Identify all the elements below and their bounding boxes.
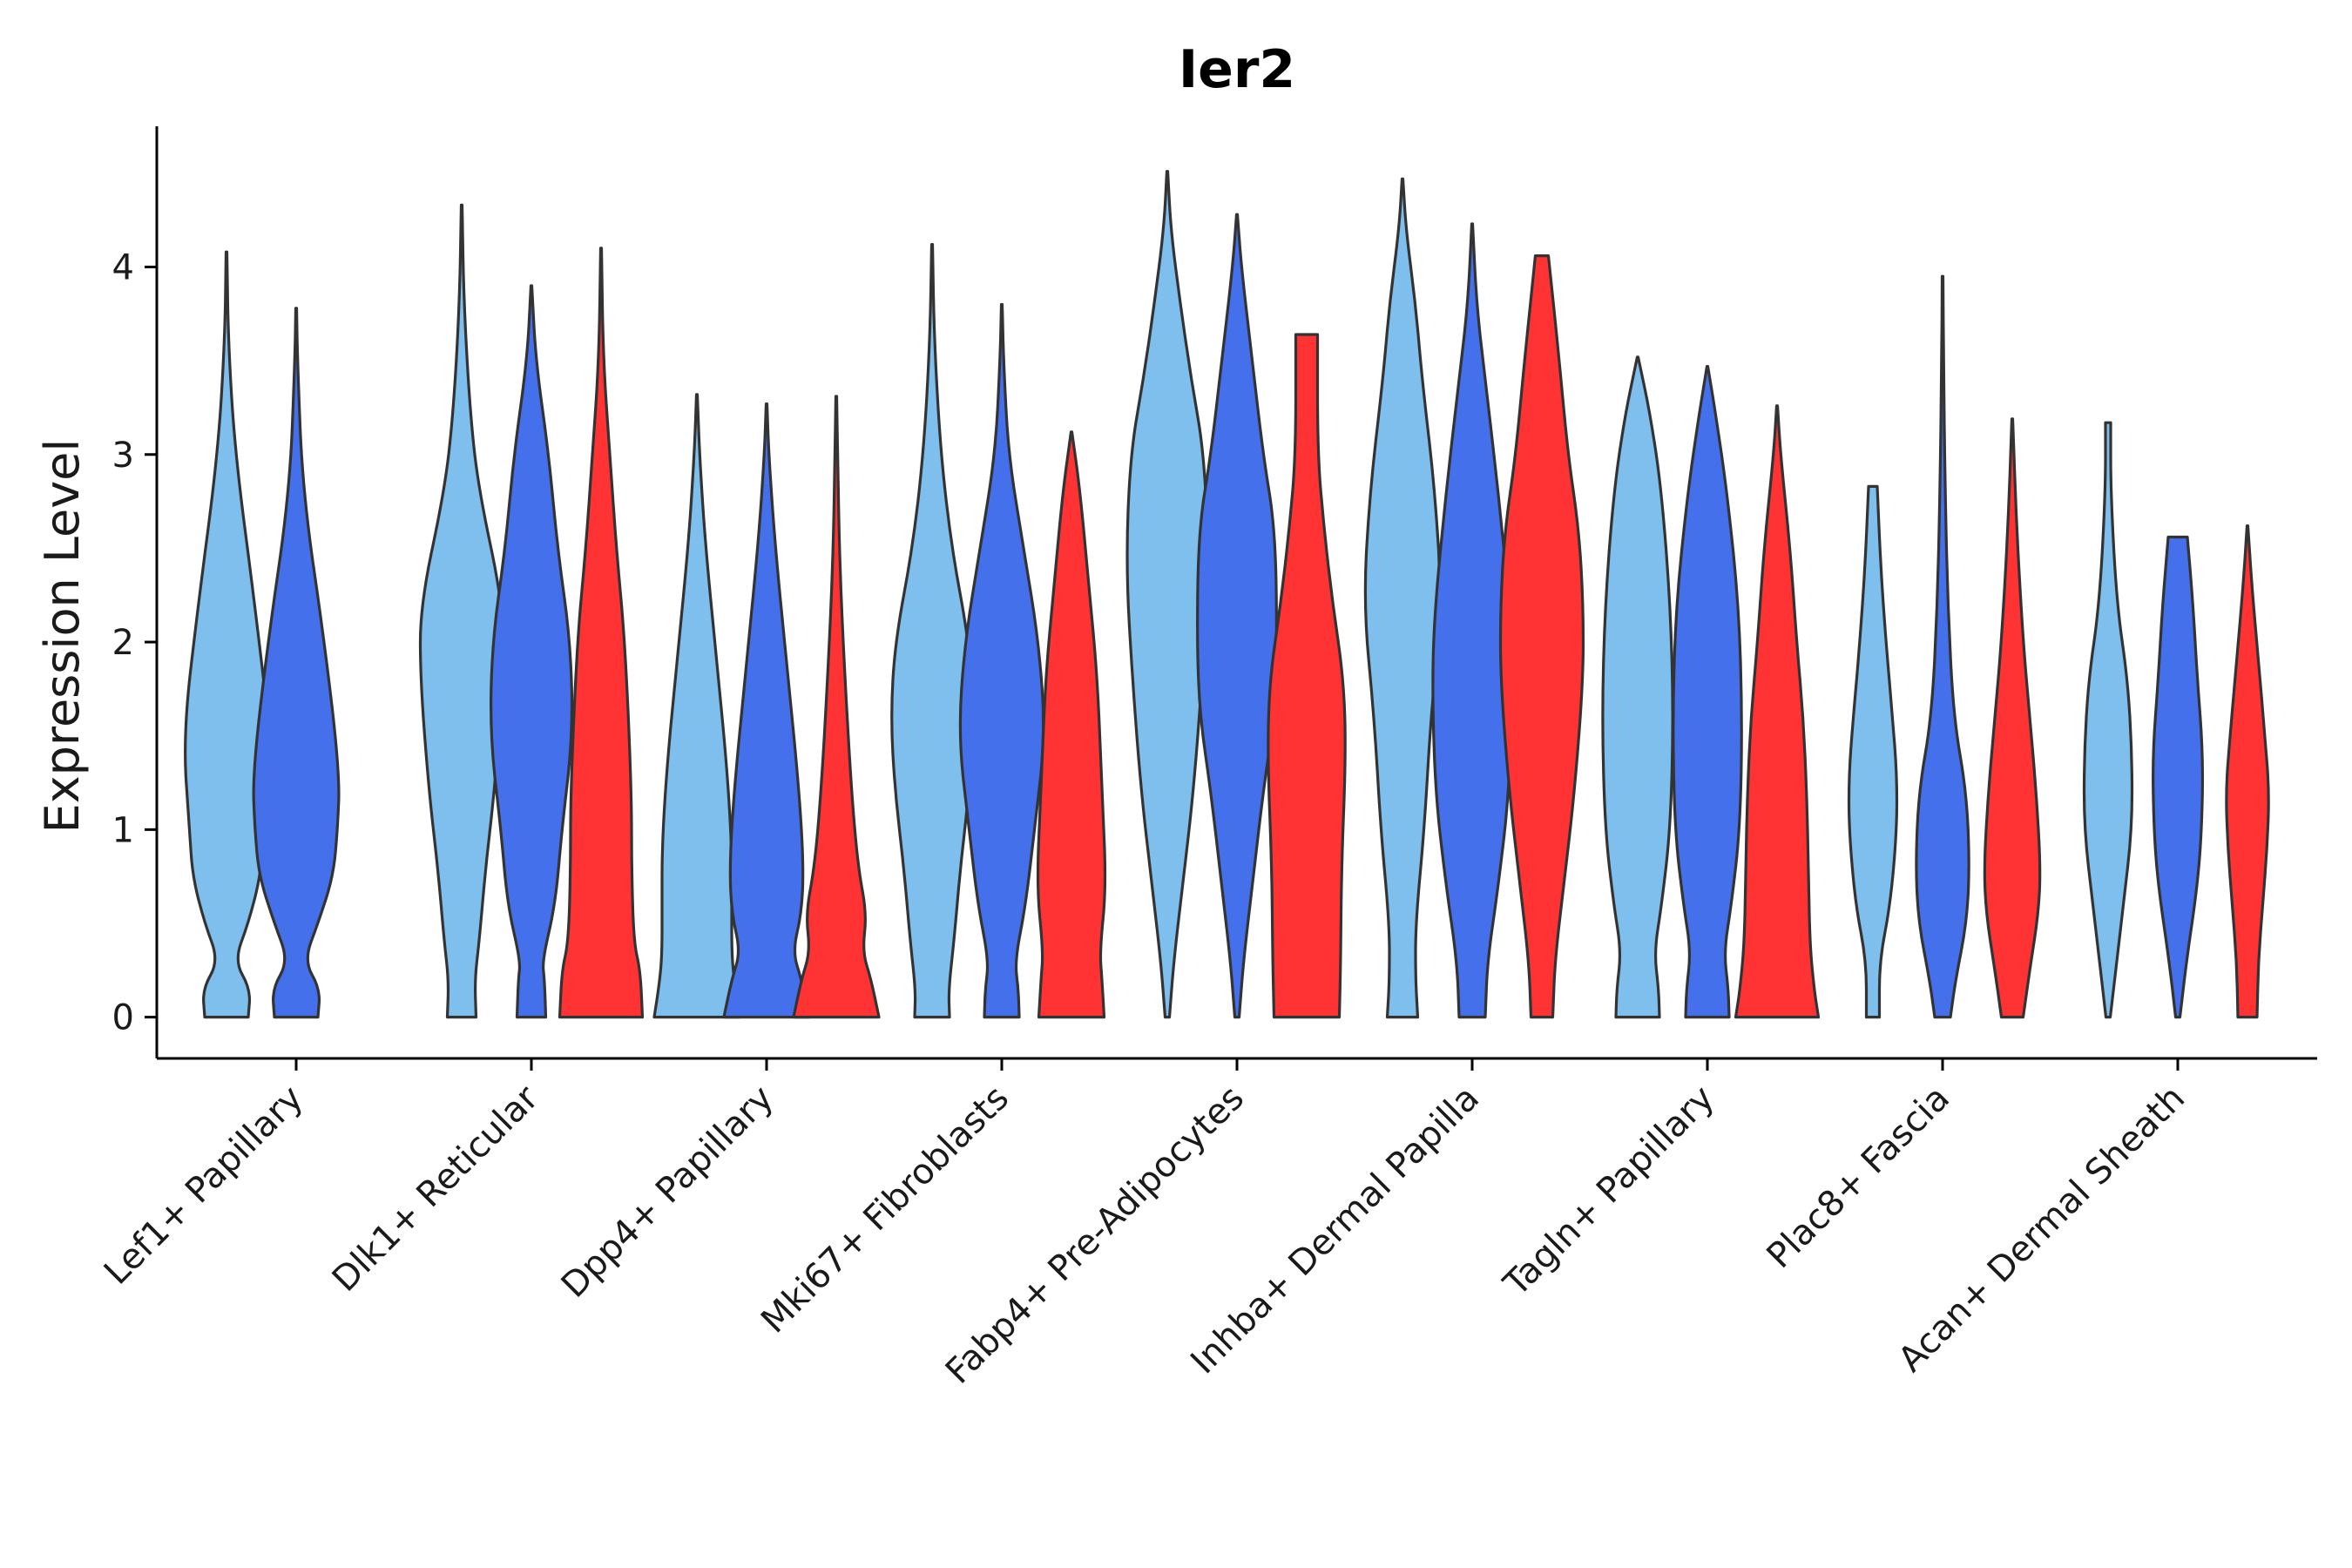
violin-acan-dermal-sheath-s2 [2152, 535, 2205, 1019]
violin-lef1-papillary-s1 [184, 250, 269, 1019]
violin-mki67-fibroblasts-s1 [890, 243, 974, 1019]
violin-plac8-fascia-s2 [1915, 274, 1970, 1019]
x-tick-label: Tagln+ Papillary [1496, 1078, 1722, 1305]
chart-title: Ier2 [1179, 39, 1295, 100]
x-tick-label: Lef1+ Papillary [97, 1078, 311, 1293]
violin-acan-dermal-sheath-s1 [2082, 421, 2134, 1019]
violin-lef1-papillary-s2 [252, 307, 341, 1019]
y-tick-label: 3 [112, 436, 134, 476]
violin-fabp4-pre-adipocytes-s2 [1196, 213, 1278, 1019]
violin-dlk1-reticular-s2 [489, 284, 574, 1019]
y-axis-title: Expression Level [35, 439, 90, 834]
violin-fabp4-pre-adipocytes-s1 [1125, 170, 1209, 1019]
y-tick-label: 1 [112, 810, 134, 850]
violin-acan-dermal-sheath-s3 [2225, 524, 2270, 1019]
violin-plac8-fascia-s1 [1847, 484, 1899, 1019]
violin-fabp4-pre-adipocytes-s3 [1267, 333, 1347, 1019]
x-tick-label: Mki67+ Fibroblasts [754, 1078, 1017, 1342]
x-tick-label: Plac8+ Fascia [1760, 1078, 1958, 1277]
violin-inhba-dermal-papilla-s3 [1498, 254, 1585, 1019]
y-tick-label: 4 [112, 247, 134, 287]
violin-mki67-fibroblasts-s3 [1036, 430, 1107, 1019]
violin-mki67-fibroblasts-s2 [958, 302, 1045, 1019]
violin-plac8-fascia-s3 [1983, 417, 2042, 1019]
y-tick-label: 2 [112, 623, 134, 663]
violin-group [184, 170, 2270, 1019]
violin-tagln-papillary-s1 [1601, 355, 1674, 1019]
violin-inhba-dermal-papilla-s1 [1363, 177, 1442, 1019]
y-tick-label: 0 [112, 998, 134, 1038]
violin-dlk1-reticular-s3 [558, 247, 645, 1019]
violin-dpp4-papillary-s3 [792, 395, 881, 1019]
violin-dpp4-papillary-s1 [652, 393, 741, 1019]
violin-tagln-papillary-s2 [1672, 365, 1743, 1019]
violin-tagln-papillary-s3 [1734, 404, 1821, 1019]
violin-inhba-dermal-papilla-s2 [1431, 222, 1513, 1019]
violin-dlk1-reticular-s1 [418, 203, 505, 1019]
y-axis: 0 1 2 3 4 [112, 126, 159, 1058]
x-axis: Lef1+ Papillary Dlk1+ Reticular Dpp4+ Papi… [97, 1057, 2317, 1392]
x-tick-label: Dlk1+ Reticular [325, 1078, 547, 1300]
violin-dpp4-papillary-s2 [722, 402, 811, 1019]
x-tick-label: Dpp4+ Papillary [554, 1078, 781, 1306]
